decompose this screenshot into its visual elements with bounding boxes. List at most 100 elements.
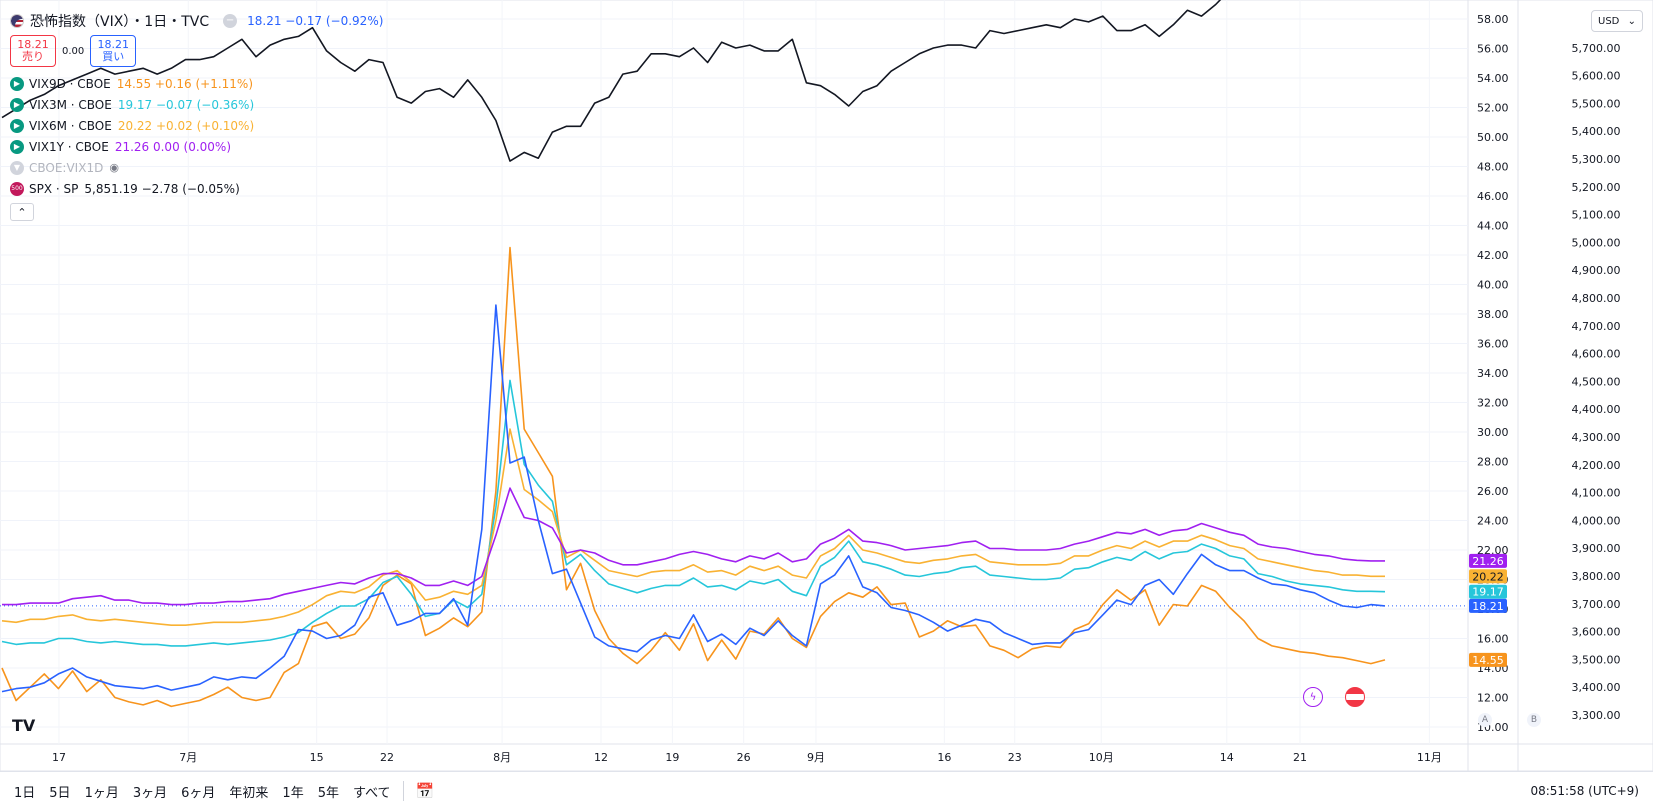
sell-button[interactable]: 18.21 売り [10,35,56,67]
x-tick-label: 22 [380,751,394,764]
buy-label: 買い [102,50,125,63]
chart-title[interactable]: 恐怖指数（VIX）・1日・TVC [30,13,210,30]
legend-series-name: VIX1Y · CBOE [29,139,109,154]
bottom-toolbar: 1日 5日 1ヶ月 3ヶ月 6ヶ月 年初来 1年 5年 すべて 📅 08:51:58 (UTC+… [0,771,1653,810]
legend-series-values: 20.22 +0.02 (+0.10%) [117,118,255,133]
spx-tick-label: 4,000.00 [1572,514,1621,527]
legend-row-vix9d[interactable]: ▶ VIX9D · CBOE 14.55 +0.16 (+1.11%) [10,73,383,94]
clock: 08:51:58 (UTC+9) [1530,784,1639,798]
spx-tick-label: 5,300.00 [1572,153,1621,166]
y-tick-label: 28.00 [1477,456,1509,469]
legend-row-vix6m[interactable]: ▶ VIX6M · CBOE 20.22 +0.02 (+0.10%) [10,115,383,136]
legend-row-vix3m[interactable]: ▶ VIX3M · CBOE 19.17 −0.07 (−0.36%) [10,94,383,115]
spx-tick-label: 3,800.00 [1572,570,1621,583]
timeframe-button[interactable]: 6ヶ月 [181,785,216,801]
timeframe-button[interactable]: 1ヶ月 [84,785,119,801]
lightning-icon[interactable]: ϟ [1303,687,1323,707]
x-tick-label: 11月 [1417,751,1442,764]
y-tick-label: 26.00 [1477,485,1509,498]
legend-series-name: VIX3M · CBOE [29,97,112,112]
timeframe-button[interactable]: 5日 [49,785,71,801]
price-chart[interactable]: 10.0012.0014.0016.0018.0020.0022.0024.00… [0,0,1653,771]
last-value-text: 21.26 [1472,555,1504,568]
x-tick-label: 23 [1008,751,1022,764]
chevron-down-icon: ⌄ [1627,15,1636,27]
y-tick-label: 56.00 [1477,43,1509,56]
y-tick-label: 30.00 [1477,426,1509,439]
spx-tick-label: 4,400.00 [1572,403,1621,416]
timeframe-button[interactable]: 年初来 [229,785,269,801]
last-value-text: 20.22 [1472,570,1504,583]
spx-tick-label: 4,800.00 [1572,292,1621,305]
last-value-text: 19.17 [1472,586,1504,599]
x-tick-label: 26 [737,751,751,764]
play-icon[interactable]: ▶ [10,97,24,112]
timeframe-button[interactable]: 5年 [317,785,339,801]
spx-tick-label: 3,400.00 [1572,681,1621,694]
us-flag-icon[interactable] [1345,687,1365,707]
play-icon[interactable]: ▶ [10,139,24,154]
x-tick-label: 9月 [807,751,825,764]
y-tick-label: 58.00 [1477,13,1509,26]
y-tick-label: 46.00 [1477,190,1509,203]
spx-tick-label: 3,300.00 [1572,709,1621,722]
x-tick-label: 15 [310,751,324,764]
x-tick-label: 12 [594,751,608,764]
legend-row-spx[interactable]: 500 SPX · SP 5,851.19 −2.78 (−0.05%) [10,178,383,199]
legend-row-cboevix1d[interactable]: ▼ CBOE:VIX1D ◉ [10,157,383,178]
x-tick-label: 14 [1220,751,1234,764]
spx-tick-label: 4,500.00 [1572,375,1621,388]
chart-title-row: 恐怖指数（VIX）・1日・TVC − 18.21 −0.17 (−0.92%) [10,10,383,31]
spx-tick-label: 5,200.00 [1572,181,1621,194]
spx-tick-label: 3,700.00 [1572,598,1621,611]
spx-tick-label: 4,900.00 [1572,264,1621,277]
legend-row-vix1y[interactable]: ▶ VIX1Y · CBOE 21.26 0.00 (0.00%) [10,136,383,157]
x-tick-label: 21 [1293,751,1307,764]
spx-tick-label: 4,100.00 [1572,487,1621,500]
last-value-badge [1469,584,1507,599]
last-value-badge [1469,598,1507,613]
auto-scale-button[interactable]: A [1478,713,1492,727]
timeframe-button[interactable]: すべて [352,785,391,801]
play-icon[interactable]: ▶ [10,118,24,133]
minus-icon[interactable]: − [223,13,238,28]
y-tick-label: 34.00 [1477,367,1509,380]
spx-tick-label: 5,100.00 [1572,209,1621,222]
series-line-vix1y [2,487,1385,606]
hidden-eye-icon[interactable]: ▼ [10,160,24,175]
x-tick-label: 16 [937,751,951,764]
series-line-vix [1,304,1386,693]
y-tick-label: 48.00 [1477,161,1509,174]
buy-button[interactable]: 18.21 買い [90,35,137,67]
y-tick-label: 36.00 [1477,338,1509,351]
timeframe-buttons: 1日 5日 1ヶ月 3ヶ月 6ヶ月 年初来 1年 5年 すべて [0,782,391,801]
main-price-readout: 18.21 −0.17 (−0.92%) [247,13,384,28]
spx-tick-label: 5,500.00 [1572,97,1621,110]
currency-selector[interactable]: USD ⌄ [1591,10,1643,32]
tradingview-logo-icon[interactable]: TV [12,716,36,735]
hidden-eye-icon[interactable]: ◉ [109,161,119,174]
y-tick-label: 24.00 [1477,515,1509,528]
legend-panel: 恐怖指数（VIX）・1日・TVC − 18.21 −0.17 (−0.92%) … [10,10,383,221]
timeframe-button[interactable]: 1年 [282,785,304,801]
collapse-legend-button[interactable]: ⌃ [10,203,34,221]
spx-tick-label: 4,700.00 [1572,320,1621,333]
calendar-range-icon[interactable]: 📅 [415,782,435,800]
timeframe-button[interactable]: 3ヶ月 [132,785,168,801]
series-line-spx [1,0,1222,162]
timeframe-button[interactable]: 1日 [14,785,36,801]
legend-series-values: 21.26 0.00 (0.00%) [114,139,231,154]
legend-series-name: SPX · SP [29,181,79,196]
y-tick-label: 16.00 [1477,633,1509,646]
legend-series-values: 19.17 −0.07 (−0.36%) [117,97,255,112]
spx-tick-label: 3,600.00 [1572,626,1621,639]
scale-b-button[interactable]: B [1527,713,1541,727]
x-tick-label: 17 [52,751,66,764]
last-value-text: 14.55 [1472,654,1504,667]
y-tick-label: 42.00 [1477,249,1509,262]
sell-price: 18.21 [17,38,49,51]
x-tick-label: 8月 [493,751,511,764]
legend-series-values: 14.55 +0.16 (+1.11%) [116,76,254,91]
play-icon[interactable]: ▶ [10,76,24,91]
sp500-icon[interactable]: 500 [10,181,24,196]
